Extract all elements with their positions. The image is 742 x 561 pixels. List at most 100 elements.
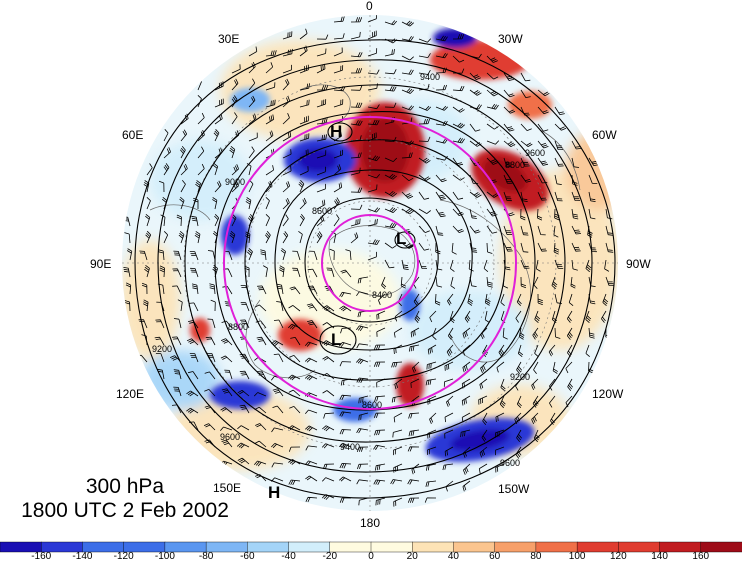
wind-barb	[571, 225, 582, 235]
wind-barb	[499, 395, 506, 409]
colorbar-tick-label: -100	[155, 551, 175, 561]
wind-barb	[282, 31, 293, 40]
wind-barb	[221, 439, 233, 448]
wind-barb	[514, 412, 522, 425]
wind-barb	[384, 86, 397, 92]
wind-barb	[186, 407, 199, 414]
wind-barb	[248, 46, 258, 57]
wind-barb	[554, 293, 562, 304]
wind-barb	[205, 336, 216, 346]
wind-barb	[468, 259, 474, 272]
wind-barb	[373, 412, 386, 419]
wind-barb	[306, 303, 318, 312]
lon-label-150e: 150E	[213, 481, 241, 495]
wind-barb	[124, 300, 131, 312]
wind-barb	[503, 259, 511, 271]
wind-barb	[340, 269, 352, 278]
height-contours	[134, 39, 616, 499]
wind-barb	[173, 250, 182, 261]
wind-barb	[435, 120, 448, 126]
wind-barb	[520, 157, 530, 167]
wind-barb	[533, 429, 540, 443]
wind-barb	[156, 301, 165, 312]
colorbar-tick-label: 40	[448, 551, 460, 561]
wind-barb	[413, 293, 420, 306]
wind-barb	[213, 129, 220, 142]
wind-barb	[265, 165, 274, 176]
wind-barb	[486, 72, 499, 80]
wind-barb	[273, 353, 284, 363]
wind-barb	[481, 429, 488, 442]
wind-barb	[384, 242, 397, 249]
wind-barb	[282, 78, 290, 91]
wind-barb	[486, 208, 498, 217]
wind-barb	[176, 214, 182, 227]
wind-barb	[265, 62, 274, 74]
wind-barb	[588, 242, 597, 253]
wind-barb	[321, 494, 335, 500]
wind-barb	[432, 327, 437, 340]
wind-barb	[571, 140, 582, 150]
wind-barb	[520, 123, 532, 131]
wind-barb	[381, 276, 387, 289]
wind-barb	[305, 496, 318, 503]
longitude-labels: 0 30W 60W 90W 120W 150W 180 150E 120E 90…	[90, 0, 651, 530]
wind-barb	[143, 180, 150, 193]
wind-barb	[554, 208, 560, 221]
lon-label-180: 180	[360, 516, 380, 530]
wind-barb	[444, 446, 454, 457]
wind-barb	[520, 72, 531, 82]
wind-barb	[177, 299, 183, 312]
wind-barb	[435, 276, 443, 288]
wind-barb	[376, 327, 386, 337]
wind-barb	[571, 174, 578, 186]
wind-barb	[378, 293, 386, 305]
wind-barb	[282, 231, 289, 244]
wind-barb	[254, 304, 267, 312]
wind-barb	[220, 338, 233, 346]
wind-barb	[245, 197, 252, 210]
low-pressure-marker: L	[396, 229, 406, 248]
wind-barb	[401, 140, 414, 146]
wind-barb	[464, 310, 471, 323]
wind-barb	[429, 310, 437, 323]
wind-barb	[358, 395, 369, 404]
wind-barb	[554, 157, 564, 167]
wind-barb	[197, 163, 205, 176]
wind-barb	[290, 337, 301, 346]
wind-barb	[339, 476, 352, 482]
wind-barb	[356, 291, 369, 297]
wind-barb	[271, 462, 284, 468]
wind-barb	[435, 242, 441, 255]
wind-barb	[549, 378, 556, 391]
colorbar-tick-label: -140	[72, 551, 92, 561]
colorbar-tick-label: -60	[240, 551, 255, 561]
wind-barb	[305, 475, 318, 482]
wind-barb	[452, 225, 464, 233]
wind-barb	[374, 395, 386, 402]
wind-barb	[585, 344, 590, 358]
wind-barb	[338, 341, 352, 347]
wind-barb	[478, 395, 488, 405]
wind-barb	[229, 145, 236, 159]
wind-barb	[264, 231, 271, 244]
wind-barb	[534, 310, 541, 323]
wind-barb	[333, 99, 344, 108]
wind-barb	[375, 497, 386, 506]
wind-barb	[214, 81, 224, 91]
wind-barb	[316, 118, 328, 125]
wind-barb	[605, 276, 615, 286]
wind-barb	[384, 222, 397, 229]
wind-barb	[254, 440, 267, 448]
wind-barb	[486, 140, 500, 145]
wind-barb	[179, 196, 185, 210]
wind-barb	[520, 106, 530, 116]
wind-barb	[158, 180, 165, 193]
wind-barb	[500, 378, 506, 392]
wind-barb	[204, 439, 216, 448]
wind-barb	[384, 38, 398, 44]
wind-barb	[520, 242, 529, 253]
colorbar-tick-label: 140	[651, 551, 668, 561]
wind-barb	[339, 411, 352, 417]
wind-barb	[531, 378, 539, 391]
